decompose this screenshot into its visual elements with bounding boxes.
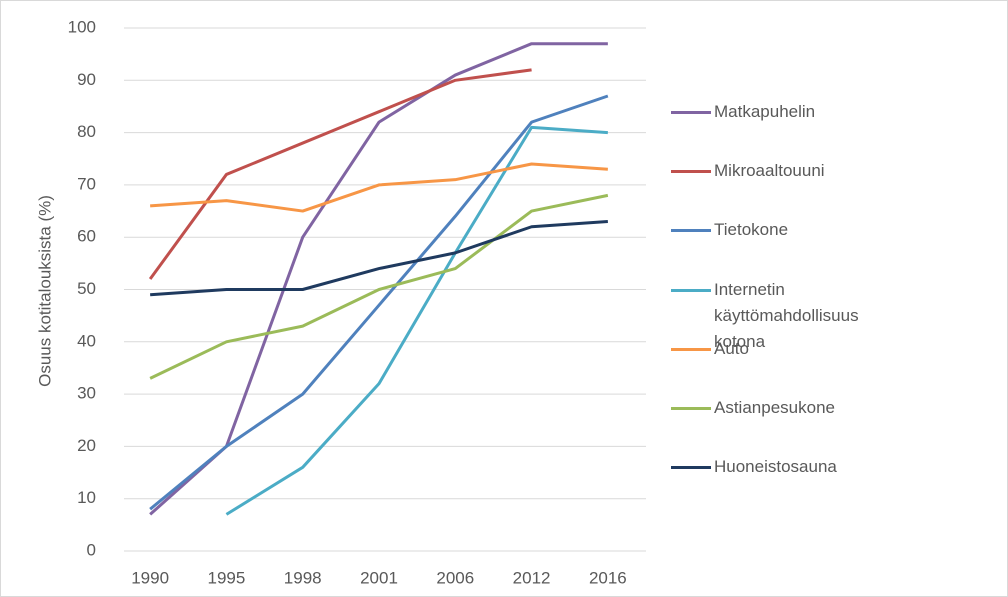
y-tick-label: 10 (77, 488, 96, 507)
series-line (150, 162, 608, 213)
legend-item: Matkapuhelin (671, 99, 921, 125)
legend-label: Auto (714, 338, 749, 358)
y-axis-label: Osuus kotitalouksista (%) (35, 195, 54, 387)
legend-swatch (671, 288, 711, 292)
series-line (149, 94, 609, 511)
y-tick-label: 60 (77, 227, 96, 246)
legend-swatch (671, 347, 711, 351)
series-line (149, 193, 609, 380)
y-tick-label: 20 (77, 436, 96, 455)
legend-item: Internetin käyttömahdollisuus kotona (671, 277, 921, 355)
y-tick-label: 90 (77, 70, 96, 89)
y-tick-label: 70 (77, 174, 96, 193)
series-line (225, 125, 608, 516)
x-tick-label: 2006 (436, 568, 474, 587)
legend-label: Tietokone (714, 220, 789, 240)
x-tick-label: 1995 (208, 568, 246, 587)
legend-label: Mikroaaltouuni (714, 161, 825, 181)
legend-swatch (671, 229, 711, 233)
y-tick-label: 80 (77, 122, 96, 141)
legend-item: Auto (671, 336, 921, 362)
y-tick-label: 0 (87, 540, 96, 559)
legend-swatch (671, 111, 711, 114)
y-tick-label: 40 (77, 331, 96, 350)
x-tick-label: 1998 (284, 568, 322, 587)
series-line (150, 220, 608, 297)
legend-label: Matkapuhelin (714, 102, 816, 121)
x-tick-label: 1990 (131, 568, 169, 587)
legend-label: Internetin käyttömahdollisuus kotona (714, 279, 859, 351)
legend-item: Huoneistosauna (671, 454, 921, 480)
legend-item: Mikroaaltouuni (671, 158, 921, 184)
legend-item: Tietokone (671, 217, 921, 243)
x-tick-label: 2016 (589, 568, 627, 587)
y-tick-label: 50 (77, 279, 96, 298)
legend-label: Huoneistosauna (714, 457, 837, 477)
legend-label: Astianpesukone (714, 398, 835, 417)
legend-swatch (671, 466, 711, 470)
legend-swatch (671, 407, 711, 410)
y-tick-label: 100 (68, 17, 96, 36)
legend-swatch (671, 170, 711, 174)
y-tick-label: 30 (77, 384, 96, 403)
series-line (149, 42, 608, 516)
series-line (148, 68, 532, 280)
x-tick-label: 2012 (513, 568, 551, 587)
x-tick-label: 2001 (360, 568, 398, 587)
legend-item: Astianpesukone (671, 395, 921, 421)
